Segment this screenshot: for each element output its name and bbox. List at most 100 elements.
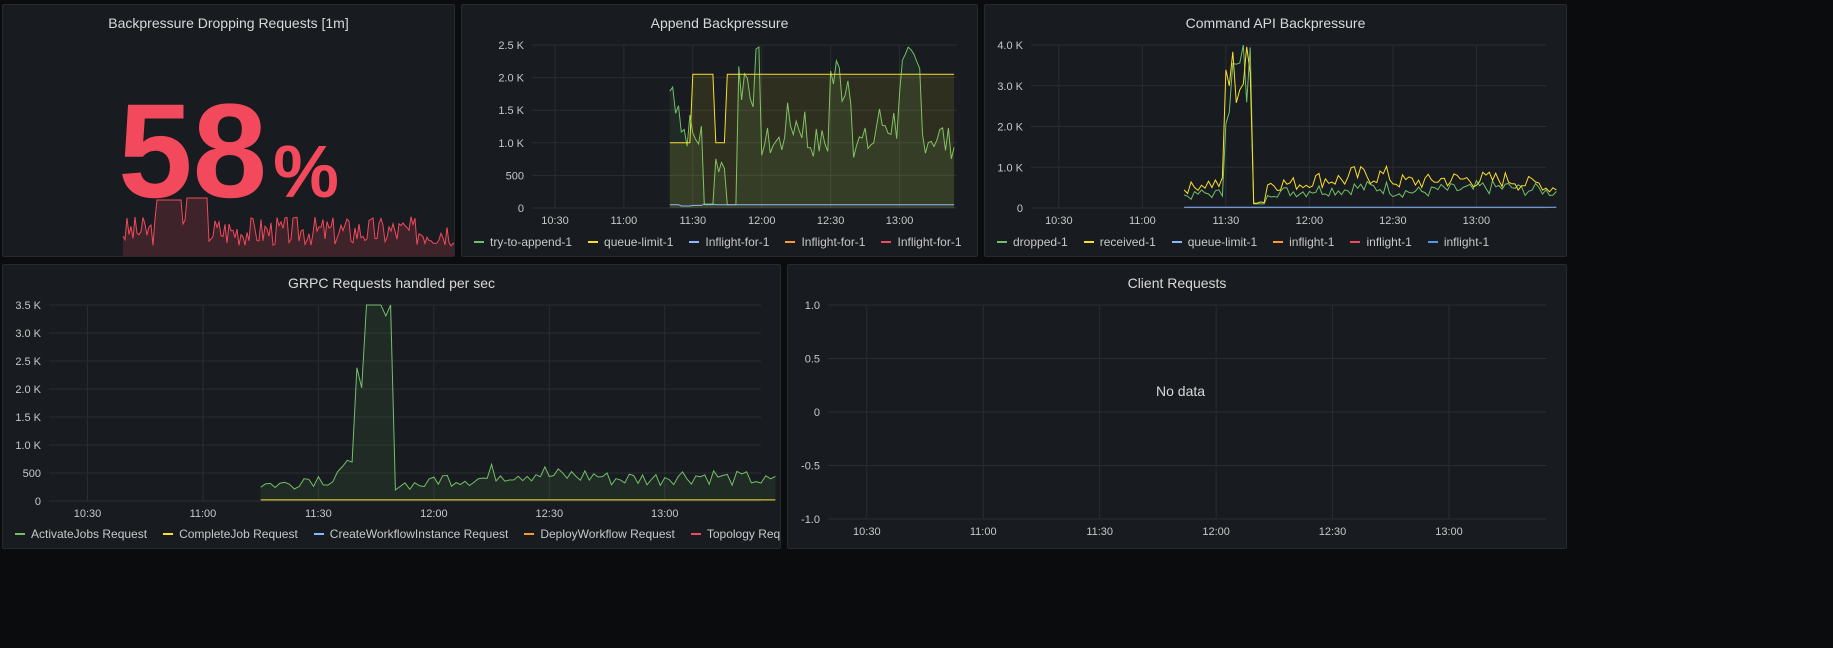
series-line[interactable] <box>1183 46 1557 204</box>
legend-item[interactable]: CreateWorkflowInstance Request <box>313 527 509 541</box>
legend-item[interactable]: inflight-1 <box>1427 235 1489 249</box>
y-tick-label: 2.5 K <box>498 40 524 52</box>
legend-label: CreateWorkflowInstance Request <box>329 527 509 541</box>
command-api-backpressure-panel[interactable]: Command API Backpressure 0 1.0 K 2.0 K 3.0 … <box>984 4 1567 257</box>
legend-swatch <box>785 241 796 243</box>
command-api-chart[interactable]: 0 1.0 K 2.0 K 3.0 K 4.0 K 10:30 11:00 11:30 12:0… <box>985 5 1567 257</box>
y-tick-label: 500 <box>506 170 524 182</box>
y-tick-label: -0.5 <box>801 461 820 473</box>
legend-swatch <box>1273 241 1284 243</box>
legend-item[interactable]: try-to-append-1 <box>474 235 572 249</box>
panel-title[interactable]: Client Requests <box>1127 275 1227 291</box>
x-tick-label: 10:30 <box>541 215 569 227</box>
series-line[interactable] <box>669 203 955 207</box>
stat-panel[interactable]: Backpressure Dropping Requests [1m] 58% <box>2 4 455 257</box>
x-tick-label: 12:00 <box>1202 526 1230 538</box>
legend-label: DeployWorkflow Request <box>540 527 675 541</box>
series-line[interactable] <box>669 46 955 206</box>
y-tick-label: 0.5 <box>805 354 820 366</box>
y-tick-label: 0 <box>814 407 820 419</box>
x-tick-label: 12:30 <box>1379 215 1407 227</box>
legend-swatch <box>881 241 892 243</box>
x-tick-label: 12:30 <box>536 508 564 520</box>
x-tick-label: 12:30 <box>817 215 845 227</box>
x-tick-label: 11:00 <box>611 215 638 227</box>
series-line[interactable] <box>260 304 776 491</box>
x-tick-label: 12:00 <box>1296 215 1324 227</box>
panel-title[interactable]: Append Backpressure <box>650 15 789 31</box>
legend-label: CompleteJob Request <box>179 527 298 541</box>
legend-item[interactable]: DeployWorkflow Request <box>524 527 675 541</box>
legend-label: Topology Request <box>706 527 781 541</box>
client-requests-panel[interactable]: Client Requests -1.0 -0.5 0 0.5 1.0 10:30 11:0… <box>787 264 1567 549</box>
legend-swatch <box>588 241 599 243</box>
series-line[interactable] <box>1183 44 1557 205</box>
legend-label: dropped-1 <box>1013 235 1068 249</box>
legend-item[interactable]: queue-limit-1 <box>1171 235 1258 249</box>
legend-swatch <box>1171 241 1182 243</box>
legend-swatch <box>313 533 324 535</box>
legend-item[interactable]: Inflight-for-1 <box>881 235 962 249</box>
legend-swatch <box>474 241 484 243</box>
y-tick-label: 2.0 K <box>15 384 41 396</box>
grpc-requests-panel[interactable]: GRPC Requests handled per sec 0 500 1.0 K 1… <box>2 264 781 549</box>
y-tick-label: 2.0 K <box>997 122 1023 134</box>
legend-swatch <box>1427 241 1438 243</box>
legend-swatch <box>690 533 701 535</box>
y-tick-label: 1.5 K <box>15 412 41 424</box>
y-tick-label: 0 <box>35 496 41 508</box>
y-tick-label: -1.0 <box>801 514 820 526</box>
x-tick-label: 10:30 <box>1045 215 1073 227</box>
legend-label: Inflight-for-1 <box>897 235 962 249</box>
append-backpressure-chart[interactable]: 0 500 1.0 K 1.5 K 2.0 K 2.5 K 10:30 11:00 11:30 1… <box>462 5 978 257</box>
legend-item[interactable]: dropped-1 <box>997 235 1068 249</box>
chart-legend: try-to-append-1 queue-limit-1 Inflight-for… <box>474 235 962 249</box>
legend-label: queue-limit-1 <box>604 235 674 249</box>
legend-swatch <box>1350 241 1361 243</box>
x-tick-label: 11:30 <box>1086 526 1113 538</box>
stat-number: 58 <box>118 77 268 226</box>
panel-title[interactable]: GRPC Requests handled per sec <box>288 275 495 291</box>
client-requests-chart[interactable]: -1.0 -0.5 0 0.5 1.0 10:30 11:00 11:30 12:00 12:30… <box>788 265 1567 549</box>
legend-item[interactable]: queue-limit-1 <box>588 235 673 249</box>
x-tick-label: 12:30 <box>1319 526 1347 538</box>
legend-label: Inflight-for-1 <box>705 235 770 249</box>
y-tick-label: 0 <box>1017 203 1023 215</box>
y-tick-label: 1.5 K <box>498 105 524 117</box>
x-tick-label: 11:00 <box>1129 215 1156 227</box>
x-tick-label: 12:00 <box>420 508 448 520</box>
x-tick-label: 13:00 <box>886 215 914 227</box>
y-tick-label: 2.5 K <box>15 356 41 368</box>
legend-swatch <box>15 533 25 535</box>
grpc-requests-chart[interactable]: 0 500 1.0 K 1.5 K 2.0 K 2.5 K 3.0 K 3.5 K 10:30 1… <box>3 265 781 549</box>
legend-swatch <box>689 241 700 243</box>
legend-item[interactable]: inflight-1 <box>1350 235 1412 249</box>
legend-item[interactable]: Inflight-for-1 <box>785 235 865 249</box>
y-tick-label: 1.0 <box>805 300 820 312</box>
no-data-message: No data <box>1156 383 1206 399</box>
legend-item[interactable]: ActivateJobs Request <box>15 527 147 541</box>
y-tick-label: 500 <box>23 468 41 480</box>
y-tick-label: 4.0 K <box>997 40 1023 52</box>
legend-label: queue-limit-1 <box>1187 235 1258 249</box>
append-backpressure-panel[interactable]: Append Backpressure 0 500 1.0 K 1.5 K 2.0 K 2… <box>461 4 978 257</box>
x-tick-label: 13:00 <box>651 508 679 520</box>
x-tick-label: 12:00 <box>748 215 776 227</box>
legend-item[interactable]: Topology Request <box>690 527 781 541</box>
panel-title[interactable]: Backpressure Dropping Requests [1m] <box>108 15 349 31</box>
stat-unit: % <box>273 130 339 213</box>
legend-swatch <box>524 533 535 535</box>
legend-label: inflight-1 <box>1366 235 1412 249</box>
legend-item[interactable]: CompleteJob Request <box>163 527 298 541</box>
panel-title[interactable]: Command API Backpressure <box>1185 15 1366 31</box>
legend-label: received-1 <box>1099 235 1156 249</box>
legend-item[interactable]: Inflight-for-1 <box>689 235 769 249</box>
sparkline-fill <box>123 198 454 256</box>
legend-item[interactable]: inflight-1 <box>1273 235 1334 249</box>
series-line[interactable] <box>669 73 955 144</box>
legend-item[interactable]: received-1 <box>1083 235 1156 249</box>
x-tick-label: 10:30 <box>853 526 881 538</box>
x-tick-label: 13:00 <box>1463 215 1491 227</box>
series-fill <box>260 305 776 501</box>
chart-legend: dropped-1 received-1 queue-limit-1 inflight… <box>997 235 1489 249</box>
